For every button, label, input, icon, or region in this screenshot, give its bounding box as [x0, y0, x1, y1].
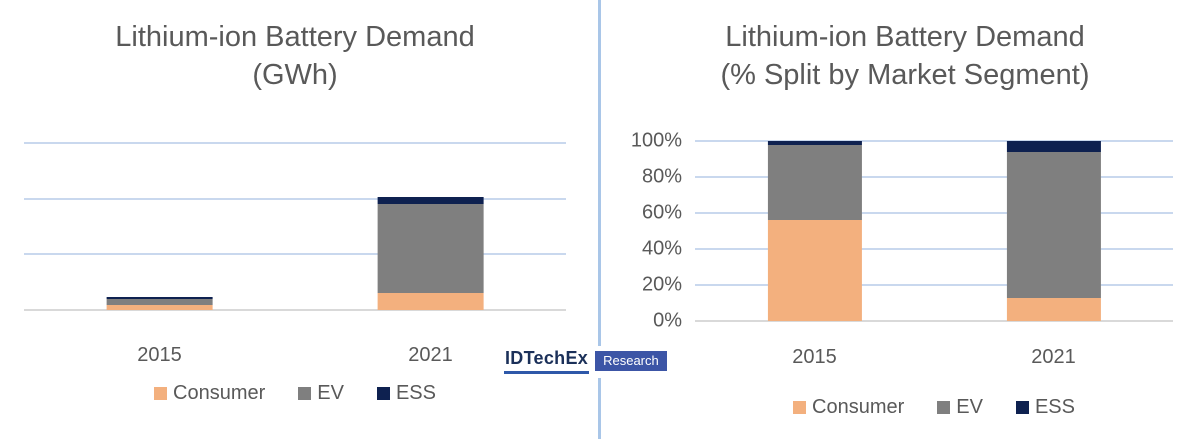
chart-title: Lithium-ion Battery Demand (% Split by M…	[620, 18, 1190, 94]
legend-label: ESS	[395, 382, 436, 404]
bar-segment-consumer	[767, 220, 862, 321]
legend-swatch-ess	[376, 387, 390, 400]
bar-segment-consumer	[106, 305, 213, 310]
legend-item-ess: ESS	[1015, 396, 1075, 419]
bar-segment-ev	[1006, 151, 1101, 298]
legend-swatch-ess	[1015, 401, 1029, 414]
gridline	[695, 176, 1173, 178]
x-axis-line	[24, 309, 566, 311]
x-axis-labels: 2015 2021	[695, 346, 1173, 372]
idtechex-logo-research-badge: Research	[595, 351, 667, 371]
y-axis-labels: 0% 20% 40% 60% 80% 100%	[620, 130, 682, 332]
legend-swatch-consumer	[154, 387, 167, 400]
bar-segment-ess	[767, 141, 862, 145]
bar-2021	[1006, 141, 1101, 321]
chart-title-line2: (% Split by Market Segment)	[720, 59, 1090, 91]
bar-2021	[377, 143, 484, 310]
y-axis-tick-label: 20%	[641, 273, 682, 296]
chart-percent-split: Lithium-ion Battery Demand (% Split by M…	[620, 0, 1190, 439]
idtechex-logo-brand-text: IDTechEx	[504, 348, 590, 374]
legend: Consumer EV ESS	[695, 396, 1173, 419]
legend-label: ESS	[1034, 396, 1075, 418]
gridline	[24, 197, 566, 200]
y-axis-tick-label: 100%	[630, 129, 682, 152]
legend-item-ess: ESS	[376, 382, 436, 405]
gridline	[695, 140, 1173, 142]
chart-title: Lithium-ion Battery Demand (GWh)	[0, 18, 590, 94]
y-axis-tick-label: 80%	[641, 165, 682, 188]
bar-segment-ev	[767, 144, 862, 221]
legend-label: Consumer	[173, 382, 266, 404]
x-axis-label: 2015	[792, 346, 837, 368]
legend-label: EV	[317, 382, 344, 404]
legend-swatch-ev	[937, 401, 951, 414]
gridline	[695, 248, 1173, 250]
idtechex-logo: IDTechEx Research	[500, 346, 671, 378]
y-axis-tick-label: 60%	[641, 201, 682, 224]
gridline	[24, 142, 566, 144]
plot-area	[695, 140, 1173, 322]
gridline	[695, 284, 1173, 286]
gridline	[24, 253, 566, 256]
bar-segment-ev	[377, 204, 484, 294]
chart-title-line2: (GWh)	[252, 59, 338, 91]
chart-title-line1: Lithium-ion Battery Demand	[115, 21, 475, 53]
legend-swatch-consumer	[793, 401, 806, 414]
chart-gwh: Lithium-ion Battery Demand (GWh) 2015 202…	[0, 0, 590, 439]
bar-segment-ess	[106, 296, 213, 300]
bar-2015	[767, 141, 862, 321]
x-axis-label: 2021	[1031, 346, 1076, 368]
legend-label: EV	[956, 396, 983, 418]
x-axis-label: 2015	[137, 344, 182, 366]
vertical-divider-line	[598, 0, 601, 439]
gridline	[695, 212, 1173, 214]
legend-item-consumer: Consumer	[793, 396, 904, 419]
legend-item-ev: EV	[937, 396, 983, 419]
bar-segment-ev	[106, 299, 213, 305]
legend-item-consumer: Consumer	[154, 382, 265, 405]
legend-label: Consumer	[812, 396, 905, 418]
plot-area	[24, 142, 566, 311]
x-axis-line	[695, 320, 1173, 322]
x-axis-labels: 2015 2021	[24, 344, 566, 370]
bar-segment-consumer	[1006, 297, 1101, 321]
y-axis-tick-label: 0%	[653, 309, 682, 332]
chart-title-line1: Lithium-ion Battery Demand	[725, 21, 1085, 53]
legend-item-ev: EV	[298, 382, 344, 405]
bar-segment-consumer	[377, 293, 484, 310]
legend: Consumer EV ESS	[24, 382, 566, 405]
bar-segment-ess	[377, 197, 484, 205]
legend-swatch-ev	[298, 387, 312, 400]
y-axis-tick-label: 40%	[641, 237, 682, 260]
x-axis-label: 2021	[408, 344, 453, 366]
bar-segment-ess	[1006, 141, 1101, 152]
bar-2015	[106, 143, 213, 310]
